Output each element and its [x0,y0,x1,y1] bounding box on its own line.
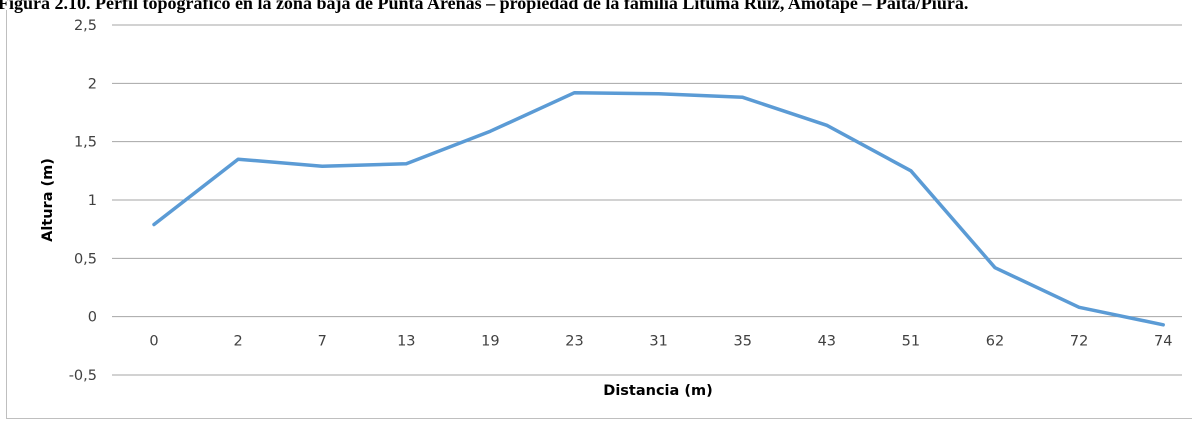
x-tick-label: 2 [233,334,242,350]
x-tick-label: 35 [733,334,751,350]
x-tick-label: 23 [565,334,583,350]
y-axis-title: Altura (m) [40,158,56,242]
y-tick-labels: -0,5 0 0,5 1 1,5 2 2,5 [69,18,97,384]
x-tick-label: 72 [1070,334,1088,350]
x-tick-labels: 0 2 7 13 19 23 31 35 43 51 62 72 74 [149,334,1172,350]
chart-frame [6,10,1192,419]
series-line [152,90,1165,327]
y-tick-label: 2,5 [74,18,97,34]
y-tick-label: 1,5 [74,135,97,151]
figure-caption: Figura 2.10. Perfil topográfico en la zo… [0,0,969,13]
x-tick-label: 62 [986,334,1004,350]
x-tick-label: 13 [397,334,415,350]
x-tick-label: 43 [818,334,836,350]
series-layer [152,90,1165,327]
x-tick-label: 74 [1154,334,1172,350]
y-tick-label: 2 [88,76,97,92]
y-tick-label: 0 [88,310,97,326]
x-tick-label: 31 [649,334,667,350]
x-tick-label: 7 [318,334,327,350]
x-tick-label: 0 [149,334,158,350]
y-tick-label: -0,5 [69,368,97,384]
x-axis-title: Distancia (m) [603,383,712,399]
y-tick-label: 1 [88,193,97,209]
grid-lines [112,24,1182,376]
x-tick-label: 19 [481,334,499,350]
x-tick-label: 51 [902,334,920,350]
y-tick-label: 0,5 [74,251,97,267]
